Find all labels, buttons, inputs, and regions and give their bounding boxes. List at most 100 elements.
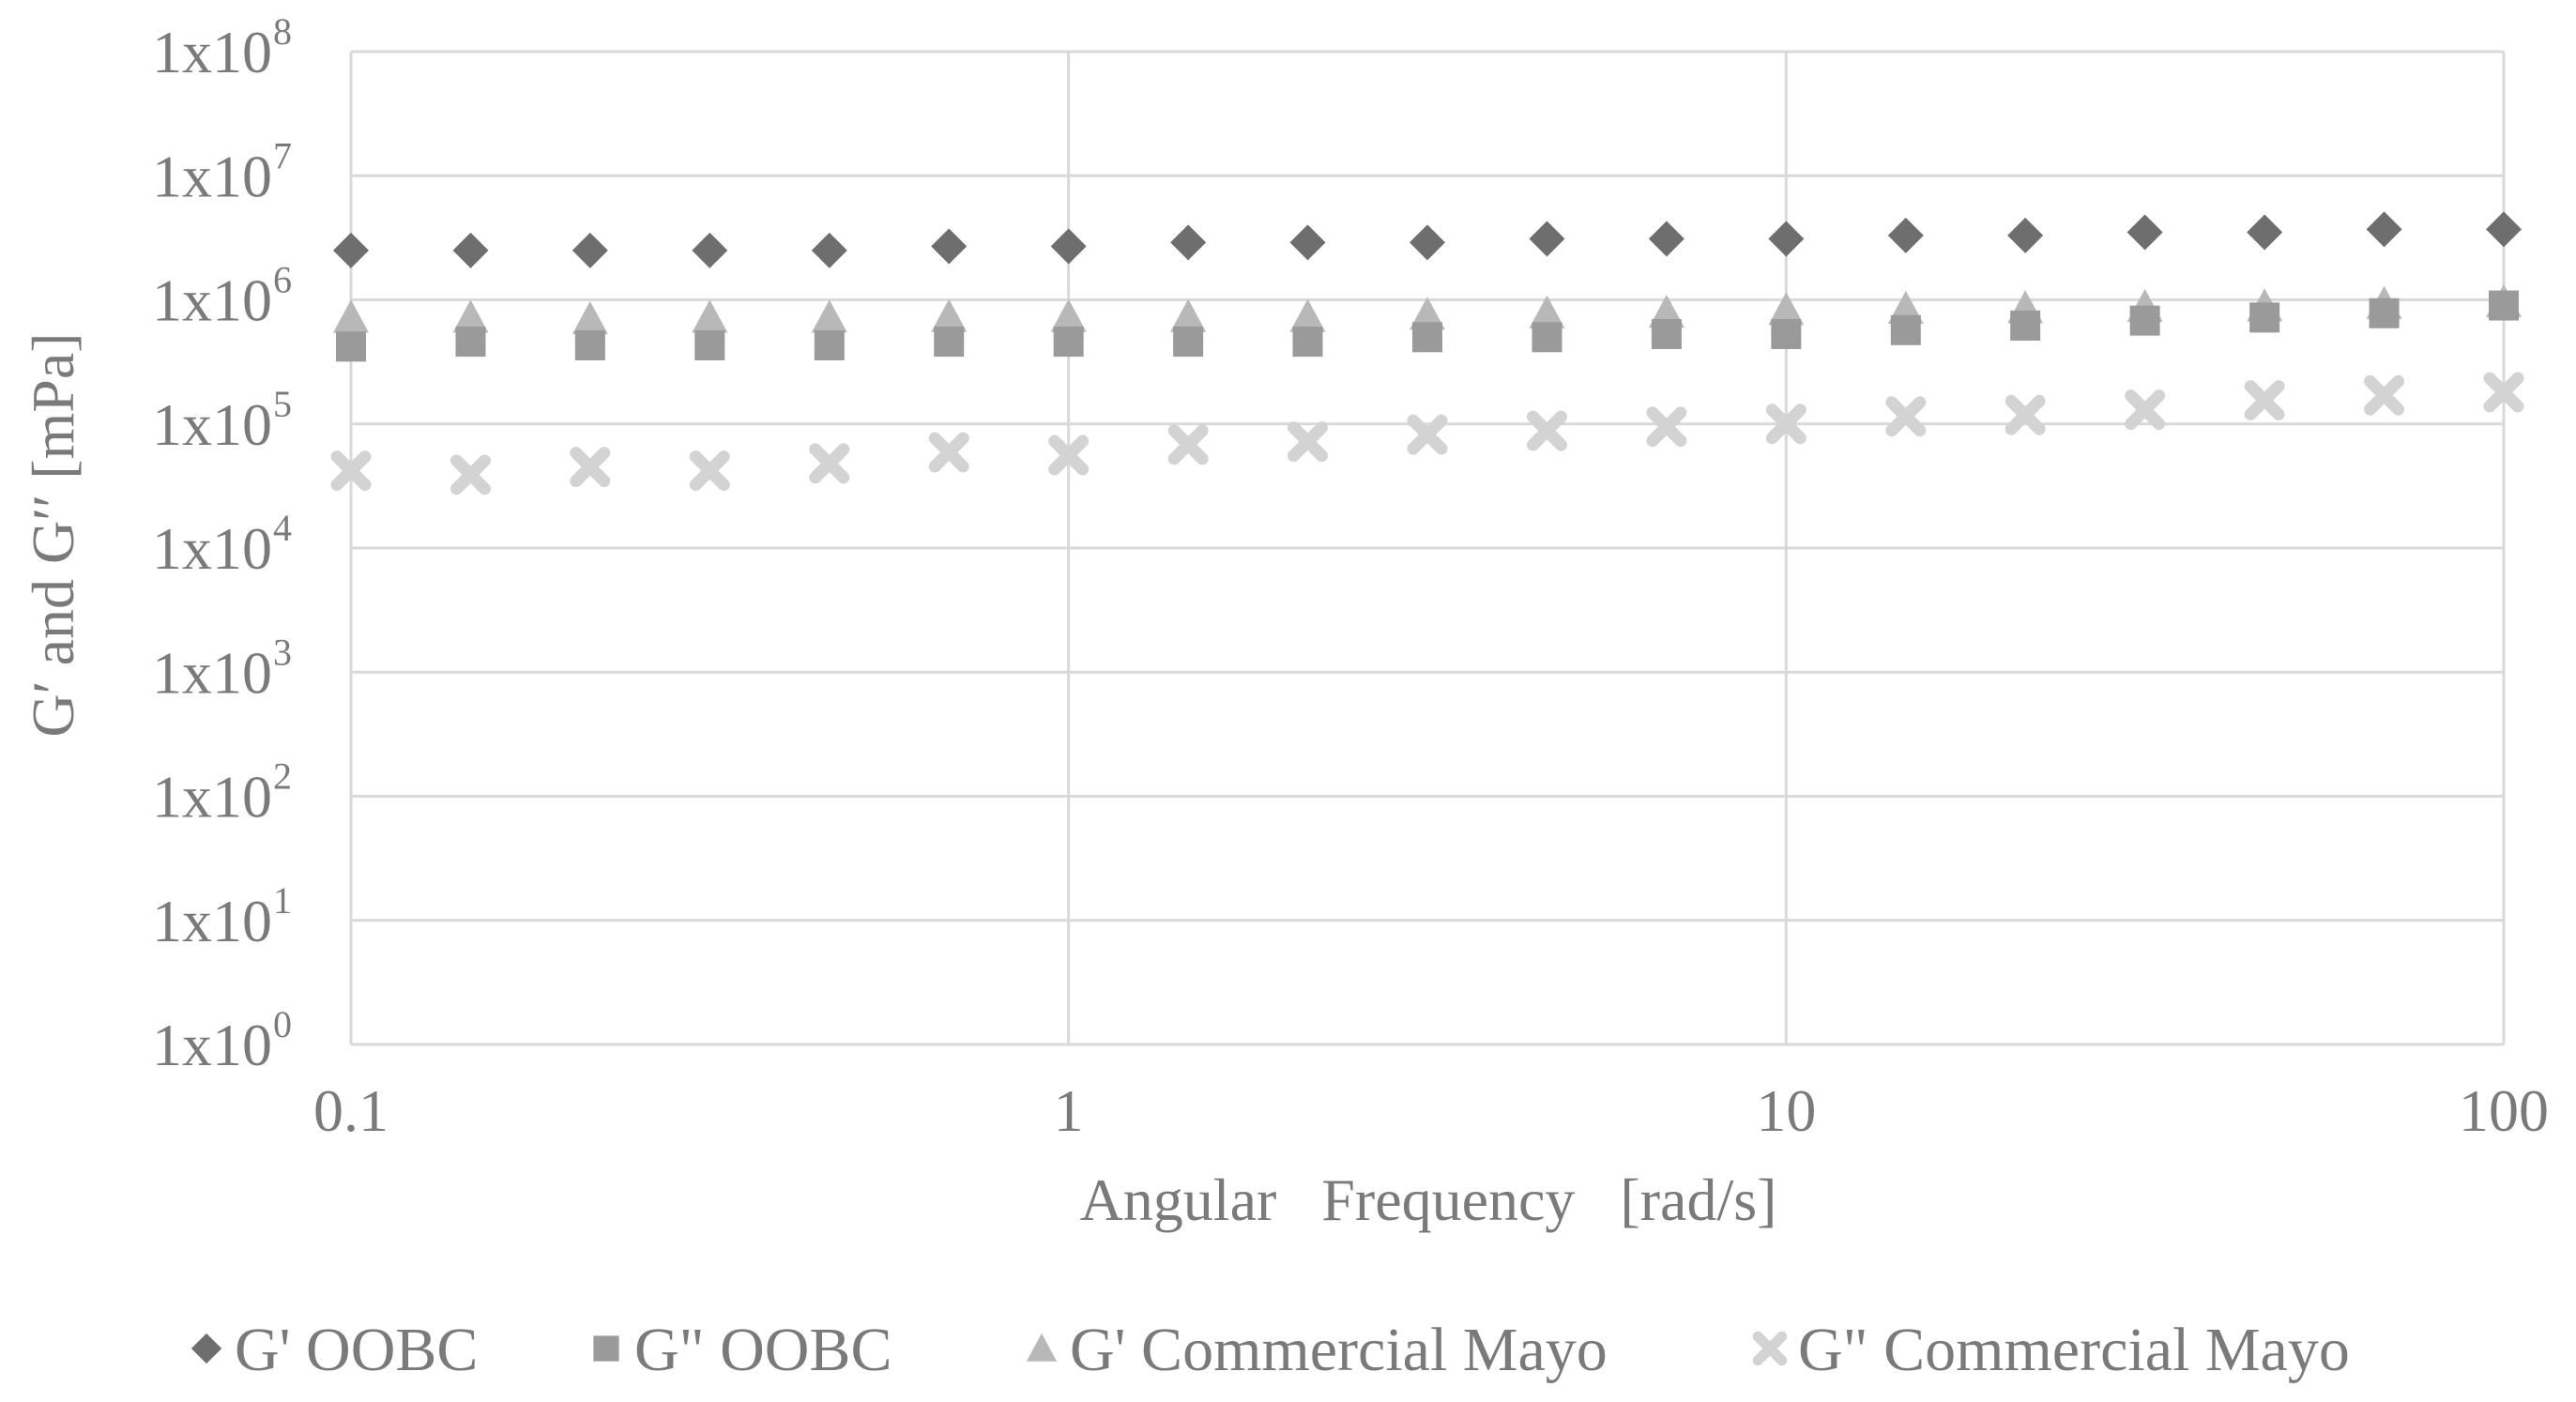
data-point [1409,224,1445,261]
data-point [2247,214,2283,251]
data-point [455,327,486,358]
gridlines [349,50,2506,1046]
y-tick-exponent: 3 [273,631,292,673]
y-tick-exponent: 7 [273,134,292,176]
data-point [452,232,489,268]
data-point [572,300,608,335]
data-point [931,298,968,332]
data-point [2010,310,2041,341]
data-point [570,447,611,488]
data-point [574,329,605,360]
data-point [1287,421,1328,463]
legend: G' OOBC G" OOBC G' Commercial Mayo G" Comme… [191,1316,2350,1384]
data-point [809,443,850,484]
series-diamond [333,211,2522,268]
data-markers [330,211,2524,495]
data-point [1648,221,1684,257]
data-point [572,232,608,268]
series-square [336,290,2519,362]
data-point [1651,318,1682,349]
legend-item: G" OOBC [593,1316,892,1384]
data-point [1289,224,1326,261]
data-point [2129,305,2160,336]
y-tick-exponent: 5 [273,383,292,425]
y-tick-exponent: 4 [273,507,292,549]
x-tick-label: 0.1 [313,1077,389,1144]
data-point [2125,389,2166,431]
data-point [1529,295,1565,328]
legend-item: G' OOBC [191,1316,478,1384]
data-point [2366,211,2402,248]
legend-label: G" Commercial Mayo [1798,1316,2350,1384]
data-point [1170,298,1207,332]
data-point [336,331,366,362]
data-point [692,232,728,268]
data-point [2486,211,2522,248]
y-tick-exponent: 1 [273,879,292,922]
data-point [1529,221,1565,257]
data-point [1173,327,1204,358]
data-point [1167,424,1209,465]
data-point [2126,214,2163,251]
data-point [934,327,965,358]
y-tick-label: 1x10 [152,888,272,954]
data-point [1890,314,1921,345]
data-point [333,232,369,268]
legend-item: G" Commercial Mayo [1752,1316,2350,1384]
data-point [2007,217,2044,253]
y-tick-label: 1x10 [152,19,272,85]
legend-label: G" OOBC [634,1316,892,1384]
data-point [1646,406,1687,448]
y-tick-exponent: 8 [273,10,292,53]
y-tick-exponent: 2 [273,755,292,798]
data-point [694,329,725,360]
series-x [330,372,2524,495]
data-point [811,299,847,333]
y-tick-exponent: 6 [273,259,292,301]
data-point [1409,297,1445,330]
data-point [2369,297,2400,328]
data-point [452,299,489,333]
y-tick-label: 1x10 [152,1012,272,1078]
legend-label: G' Commercial Mayo [1070,1316,1608,1384]
y-tick-label: 1x10 [152,391,272,458]
data-point [2489,290,2519,321]
data-point [689,450,730,492]
data-point [1765,404,1806,445]
data-point [1292,327,1323,358]
legend-item: G' Commercial Mayo [1026,1316,1608,1384]
data-point [1887,217,1924,253]
legend-label: G' OOBC [235,1316,478,1384]
data-point [1170,224,1207,261]
data-point [2244,380,2285,421]
data-point [1407,414,1448,455]
x-tick-label: 1 [1054,1077,1084,1144]
data-point [814,329,845,360]
data-point [1050,228,1087,265]
x-axis-title: Angular Frequency [rad/s] [1080,1166,1777,1233]
data-point [1768,221,1805,257]
data-point [931,228,968,265]
y-tick-label: 1x10 [152,764,272,831]
data-point [191,1333,222,1364]
data-point [1050,298,1087,332]
data-point [811,232,847,268]
data-point [1053,327,1084,358]
data-point [1026,1333,1058,1362]
data-point [928,432,969,473]
data-point [1771,318,1802,349]
data-point [1411,322,1442,353]
data-point [330,450,372,492]
data-point [1752,1331,1788,1366]
data-point [2004,394,2046,435]
data-point [1526,410,1567,451]
data-point [1768,292,1805,326]
data-point [2364,374,2405,416]
y-tick-exponent: 0 [273,1003,292,1045]
y-tick-label: 1x10 [152,515,272,582]
data-point [333,299,369,333]
y-tick-label: 1x10 [152,639,272,706]
data-point [1048,434,1090,476]
